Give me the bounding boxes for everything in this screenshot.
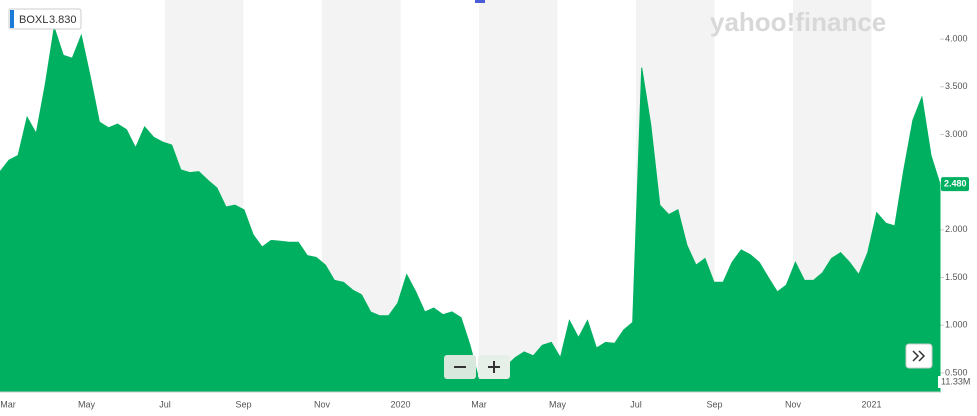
current-price-marker bbox=[941, 177, 969, 192]
x-tick-label: 2021 bbox=[861, 399, 881, 409]
y-tick-label: 1.500 bbox=[945, 272, 968, 282]
x-tick-label: 2020 bbox=[390, 399, 410, 409]
y-tick-label: 1.000 bbox=[945, 320, 968, 330]
volume-box bbox=[938, 376, 972, 388]
grid bbox=[940, 38, 944, 374]
y-tick-label: 0.500 bbox=[945, 367, 968, 377]
x-tick-label: Mar bbox=[0, 399, 16, 409]
volume-label: 11.33M bbox=[941, 376, 970, 386]
ticker-swatch bbox=[10, 10, 14, 28]
band bbox=[479, 0, 558, 392]
ticker-box bbox=[8, 8, 82, 30]
y-tick-label: 3.500 bbox=[945, 81, 968, 91]
ticker-price: 3.830 bbox=[49, 14, 77, 26]
x-tick-label: Sep bbox=[706, 399, 722, 409]
x-tick-label: Sep bbox=[235, 399, 251, 409]
x-tick-label: Nov bbox=[785, 399, 802, 409]
y-tick-label: 3.000 bbox=[945, 129, 968, 139]
x-tick-label: Jul bbox=[630, 399, 642, 409]
top-handle bbox=[475, 0, 485, 3]
x-tick-label: Jul bbox=[159, 399, 171, 409]
scroll-icon bbox=[912, 350, 926, 362]
y-tick-label: 4.000 bbox=[945, 33, 968, 43]
x-tick-label: May bbox=[78, 399, 96, 409]
current-price-label: 2.480 bbox=[944, 178, 967, 188]
ticker: BOXL bbox=[19, 14, 48, 26]
x-tick-label: May bbox=[549, 399, 567, 409]
x-tick-label: Mar bbox=[471, 399, 487, 409]
watermark: yahoo!finance bbox=[710, 7, 886, 37]
y-tick-label: 2.000 bbox=[945, 224, 968, 234]
x-tick-label: Nov bbox=[314, 399, 331, 409]
